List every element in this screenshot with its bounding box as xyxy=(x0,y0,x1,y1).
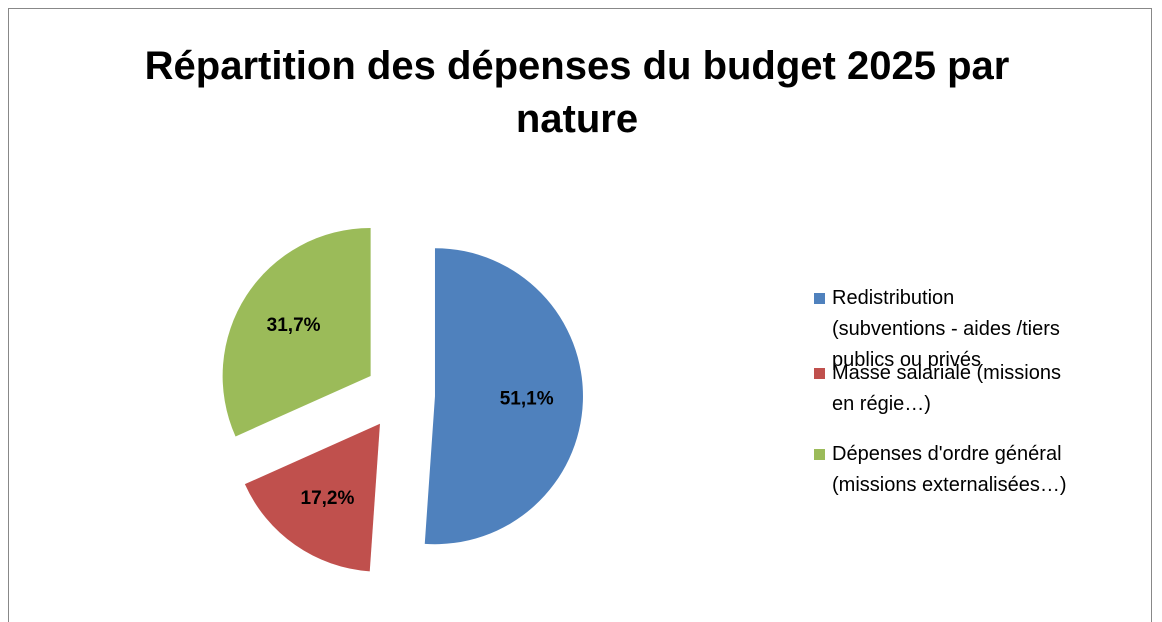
legend-label: Masse salariale (missions en régie…) xyxy=(832,362,1061,415)
legend-swatch xyxy=(814,449,825,460)
legend-swatch xyxy=(814,293,825,304)
legend-label: Dépenses d'ordre général (missions exter… xyxy=(832,443,1067,496)
pie-slice xyxy=(424,248,583,545)
value-label: 17,2% xyxy=(301,488,355,509)
pie-slice xyxy=(244,423,380,572)
legend-label: Redistribution (subventions - aides /tie… xyxy=(832,287,1060,371)
pie-slice xyxy=(222,227,371,437)
value-label: 51,1% xyxy=(500,388,554,409)
legend-swatch xyxy=(814,368,825,379)
chart-title: Répartition des dépenses du budget 2025 … xyxy=(144,44,1010,141)
chart-frame xyxy=(8,8,1152,622)
value-label: 31,7% xyxy=(267,315,321,336)
